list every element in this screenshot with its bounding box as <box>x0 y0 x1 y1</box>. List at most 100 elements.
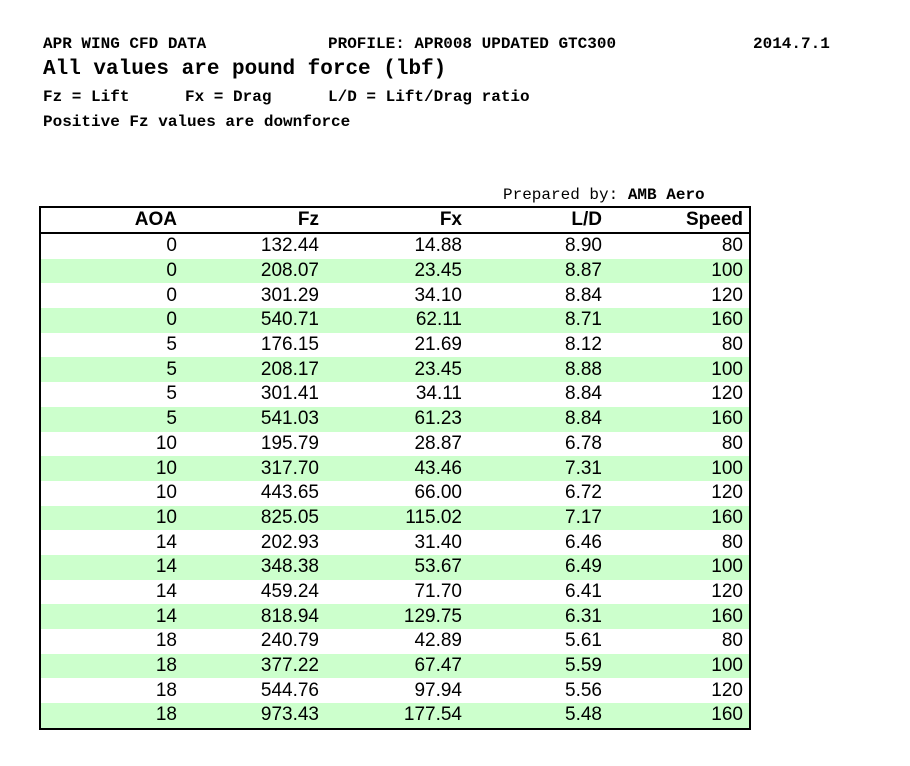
prepared-name: AMB Aero <box>627 186 705 204</box>
cell: 62.11 <box>325 308 468 333</box>
table-row: 0 132.44 14.88 8.90 80 <box>40 233 750 259</box>
cell: 18 <box>155 679 177 701</box>
cell: 6.31 <box>468 604 608 629</box>
cell: 7.17 <box>468 505 608 531</box>
cell: 6.41 <box>565 580 602 602</box>
cell: 10 <box>40 505 183 531</box>
cell: 10 <box>155 482 177 504</box>
cell: 8.84 <box>565 284 602 306</box>
cell: 301.29 <box>260 284 319 306</box>
cell: 5 <box>40 357 183 383</box>
header-row: AOA Fz Fx L/D Speed <box>40 207 750 234</box>
cell: 195.79 <box>260 432 319 454</box>
cell: 120 <box>711 679 743 701</box>
cell: 8.88 <box>468 357 608 383</box>
cell: 240.79 <box>260 630 319 652</box>
cell: 18 <box>155 630 177 652</box>
cell: 544.76 <box>260 679 319 701</box>
table-row: 0 540.71 62.11 8.71 160 <box>40 308 750 333</box>
cell: 973.43 <box>183 703 325 729</box>
data-table: AOA Fz Fx L/D Speed 0 132.44 14.88 8.90 80 0 208.0… <box>39 206 751 730</box>
cell: 80 <box>721 235 743 257</box>
table-row: 18 544.76 97.94 5.56 120 <box>40 678 750 703</box>
cell: 31.40 <box>414 531 462 553</box>
cell: 301.41 <box>260 383 319 405</box>
cell: 5 <box>166 334 177 356</box>
cell: 208.07 <box>183 258 325 284</box>
cell: 8.90 <box>565 235 602 257</box>
cell: 5 <box>40 406 183 432</box>
cell: 160 <box>608 308 750 333</box>
date: 2014.7.1 <box>753 35 830 53</box>
cell: 18 <box>40 653 183 679</box>
cell: 100 <box>608 456 750 481</box>
cell: 66.00 <box>414 482 462 504</box>
units: All values are pound force (lbf) <box>43 58 447 81</box>
cell: 825.05 <box>183 505 325 531</box>
cell: 0 <box>40 258 183 284</box>
cell: 348.38 <box>183 554 325 580</box>
cell: 8.12 <box>565 334 602 356</box>
column-header: AOA <box>40 207 183 234</box>
table-row: 14 348.38 53.67 6.49 100 <box>40 554 750 580</box>
cell: 80 <box>721 432 743 454</box>
cell: 818.94 <box>183 604 325 629</box>
table-row: 0 301.29 34.10 8.84 120 <box>40 283 750 308</box>
cell: 0 <box>40 308 183 333</box>
cell: 0 <box>166 284 177 306</box>
cell: 176.15 <box>260 334 319 356</box>
cell: 67.47 <box>325 653 468 679</box>
cell: 80 <box>721 531 743 553</box>
cell: 8.84 <box>468 406 608 432</box>
cell: 8.87 <box>468 258 608 284</box>
cell: 6.72 <box>565 482 602 504</box>
cell: 97.94 <box>414 679 462 701</box>
cell: 6.78 <box>565 432 602 454</box>
table-row: 14 202.93 31.40 6.46 80 <box>40 530 750 555</box>
cell: 377.22 <box>183 653 325 679</box>
cell: 443.65 <box>260 482 319 504</box>
cell: 5 <box>166 383 177 405</box>
table-row: 10 317.70 43.46 7.31 100 <box>40 456 750 481</box>
column-header: Fz <box>183 207 325 234</box>
note: Positive Fz values are downforce <box>43 113 351 131</box>
cell: 160 <box>608 604 750 629</box>
cell: 53.67 <box>325 554 468 580</box>
cell: 540.71 <box>183 308 325 333</box>
cell: 14 <box>155 531 177 553</box>
cell: 14 <box>40 604 183 629</box>
table-row: 10 825.05 115.02 7.17 160 <box>40 505 750 531</box>
profile: PROFILE: APR008 UPDATED GTC300 <box>328 35 617 53</box>
table-row: 14 459.24 71.70 6.41 120 <box>40 580 750 605</box>
cell: 14 <box>40 554 183 580</box>
legend-item: Fz = Lift <box>43 88 130 106</box>
table-row: 18 240.79 42.89 5.61 80 <box>40 629 750 654</box>
title: APR WING CFD DATA <box>43 35 207 53</box>
cell: 120 <box>711 284 743 306</box>
cell: 42.89 <box>414 630 462 652</box>
table-row: 0 208.07 23.45 8.87 100 <box>40 258 750 284</box>
cell: 120 <box>711 482 743 504</box>
table-row: 10 195.79 28.87 6.78 80 <box>40 432 750 457</box>
column-header: Fx <box>325 207 468 234</box>
table-row: 5 541.03 61.23 8.84 160 <box>40 406 750 432</box>
cell: 10 <box>155 432 177 454</box>
cell: 23.45 <box>325 258 468 284</box>
cell: 18 <box>40 703 183 729</box>
cell: 100 <box>608 357 750 383</box>
cell: 28.87 <box>414 432 462 454</box>
cell: 160 <box>608 505 750 531</box>
cell: 10 <box>40 456 183 481</box>
cell: 21.69 <box>414 334 462 356</box>
cell: 5.59 <box>468 653 608 679</box>
cell: 7.31 <box>468 456 608 481</box>
cell: 115.02 <box>325 505 468 531</box>
cell: 80 <box>721 630 743 652</box>
cell: 177.54 <box>325 703 468 729</box>
cell: 208.17 <box>183 357 325 383</box>
cell: 34.10 <box>414 284 462 306</box>
cell: 23.45 <box>325 357 468 383</box>
table-row: 10 443.65 66.00 6.72 120 <box>40 481 750 506</box>
column-header: L/D <box>468 207 608 234</box>
